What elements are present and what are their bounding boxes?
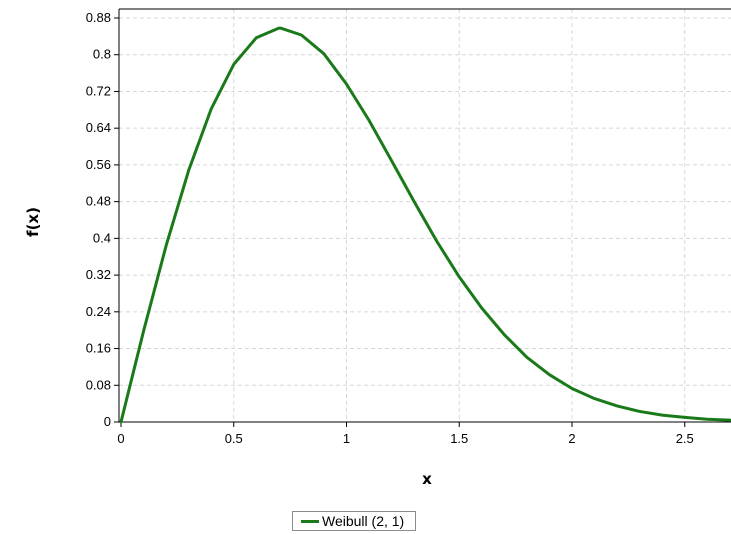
- series-layer: [119, 26, 731, 424]
- y-tick-label: 0.72: [86, 83, 111, 98]
- grid-layer: [119, 9, 731, 422]
- x-tick-label: 0: [117, 431, 124, 446]
- x-tick-label: 2.5: [676, 431, 694, 446]
- legend-label: Weibull (2, 1): [322, 513, 405, 529]
- y-tick-label: 0: [104, 414, 111, 429]
- y-tick-label: 0.24: [86, 304, 111, 319]
- y-tick-label: 0.08: [86, 377, 111, 392]
- x-axis-label: x: [422, 470, 432, 488]
- ticks-layer: 0 0.08 0.16 0.24 0.32 0.4 0.48 0.56 0.64 0.72 0.8 0…: [86, 10, 694, 446]
- y-tick-label: 0.8: [93, 47, 111, 62]
- x-tick-label: 1.5: [450, 431, 468, 446]
- legend-swatch: [301, 519, 319, 523]
- axes-layer: [118, 8, 731, 423]
- y-tick-label: 0.32: [86, 267, 111, 282]
- y-tick-label: 0.4: [93, 230, 111, 245]
- legend: Weibull (2, 1): [292, 511, 416, 531]
- y-axis-label: f(x): [24, 207, 42, 237]
- series-line: [119, 26, 731, 424]
- y-tick-label: 0.56: [86, 157, 111, 172]
- x-tick-label: 1: [343, 431, 350, 446]
- chart: 0 0.08 0.16 0.24 0.32 0.4 0.48 0.56 0.64 0.72 0.8 0…: [24, 8, 731, 488]
- y-tick-label: 0.88: [86, 10, 111, 25]
- y-tick-label: 0.48: [86, 194, 111, 209]
- y-tick-label: 0.64: [86, 120, 111, 135]
- x-tick-label: 0.5: [225, 431, 243, 446]
- x-tick-label: 2: [568, 431, 575, 446]
- y-tick-label: 0.16: [86, 341, 111, 356]
